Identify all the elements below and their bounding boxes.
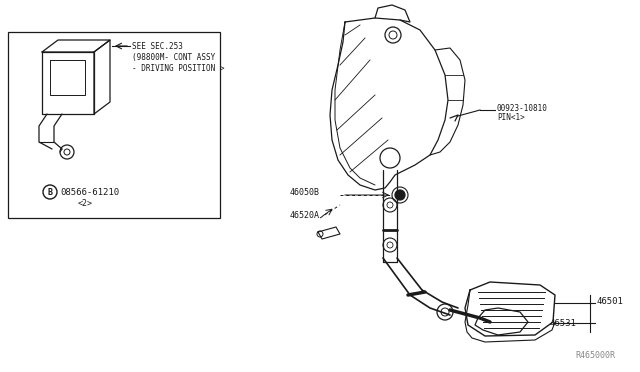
Text: 00923-10810: 00923-10810 (497, 103, 548, 112)
Text: 46050B: 46050B (290, 187, 320, 196)
Circle shape (395, 190, 405, 200)
Bar (8, 32, 220, 218)
Text: 46531: 46531 (550, 318, 577, 327)
Text: 08566-61210: 08566-61210 (60, 187, 119, 196)
Text: SEE SEC.253: SEE SEC.253 (132, 42, 183, 51)
Text: (98800M- CONT ASSY: (98800M- CONT ASSY (132, 52, 215, 61)
Text: R465000R: R465000R (575, 350, 615, 359)
Text: B: B (47, 187, 52, 196)
Text: 46501: 46501 (597, 296, 624, 305)
Text: <2>: <2> (78, 199, 93, 208)
Text: 46520A: 46520A (290, 211, 320, 219)
Text: - DRIVING POSITION >: - DRIVING POSITION > (132, 64, 225, 73)
Text: PIN<1>: PIN<1> (497, 112, 525, 122)
